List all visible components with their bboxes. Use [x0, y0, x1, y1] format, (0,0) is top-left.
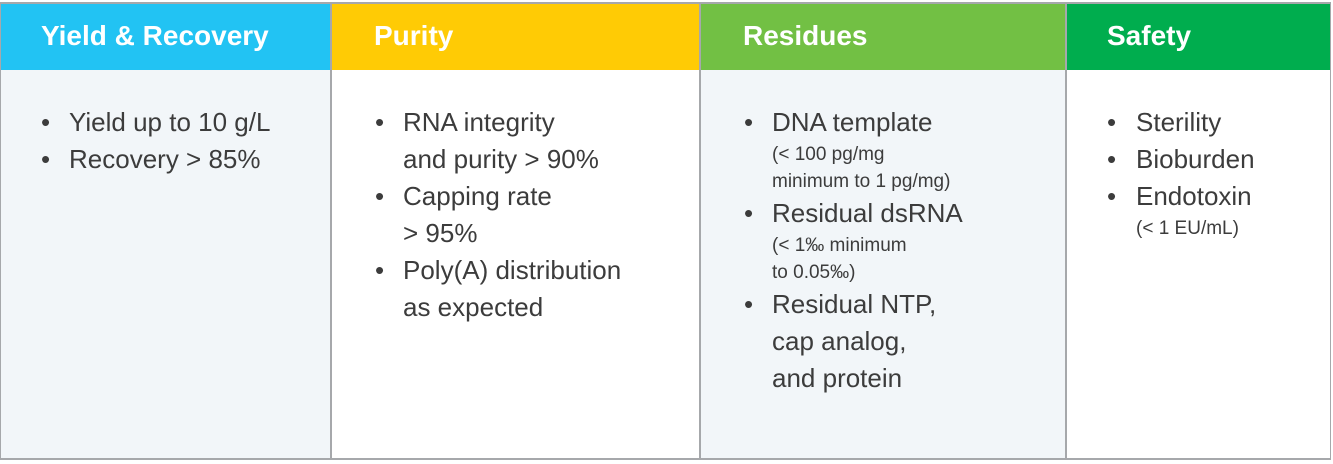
column-residues: Residues • DNA template (< 100 pg/mg minim…: [701, 4, 1067, 458]
list-item: • Poly(A) distribution as expected: [332, 252, 699, 326]
item-text: cap analog,: [772, 326, 907, 356]
list-item: • RNA integrity and purity > 90%: [332, 104, 699, 178]
bullet-icon: •: [1107, 181, 1117, 211]
column-safety: Safety • Sterility • Bioburden • Endotoxin (< …: [1067, 4, 1330, 458]
column-purity: Purity • RNA integrity and purity > 90% • Ca…: [332, 4, 701, 458]
list-item: • Endotoxin (< 1 EU/mL): [1067, 178, 1330, 242]
column-yield-recovery: Yield & Recovery • Yield up to 10 g/L • Rec…: [1, 4, 332, 458]
bullet-icon: •: [375, 255, 385, 285]
item-text: and protein: [772, 363, 903, 393]
item-text: Sterility: [1136, 107, 1222, 137]
item-text: DNA template: [772, 107, 933, 137]
list-item: • DNA template (< 100 pg/mg minimum to 1 p…: [701, 104, 1065, 195]
column-body: • DNA template (< 100 pg/mg minimum to 1 p…: [701, 70, 1065, 458]
item-detail: (< 100 pg/mg: [772, 144, 885, 165]
item-detail: (< 1 EU/mL): [1136, 218, 1239, 239]
item-text: Residual NTP,: [772, 289, 937, 319]
bullet-icon: •: [375, 181, 385, 211]
item-detail: to 0.05‰): [772, 262, 856, 283]
item-text: Recovery > 85%: [69, 144, 261, 174]
column-body: • RNA integrity and purity > 90% • Capping r…: [332, 70, 699, 458]
column-header: Purity: [332, 4, 699, 70]
column-header: Residues: [701, 4, 1065, 70]
item-detail: (< 1‰ minimum: [772, 235, 907, 256]
bullet-icon: •: [41, 107, 51, 137]
bullet-icon: •: [41, 144, 51, 174]
item-text: and purity > 90%: [403, 144, 599, 174]
item-text: Residual dsRNA: [772, 198, 963, 228]
item-text: Endotoxin: [1136, 181, 1252, 211]
item-detail: minimum to 1 pg/mg): [772, 171, 951, 192]
column-header: Yield & Recovery: [1, 4, 330, 70]
item-text: Yield up to 10 g/L: [69, 107, 271, 137]
list-item: • Capping rate > 95%: [332, 178, 699, 252]
column-body: • Yield up to 10 g/L • Recovery > 85%: [1, 70, 330, 458]
bullet-icon: •: [744, 107, 754, 137]
item-text: RNA integrity: [403, 107, 555, 137]
item-text: as expected: [403, 292, 544, 322]
bullet-icon: •: [744, 198, 754, 228]
list-item: • Residual dsRNA (< 1‰ minimum to 0.05‰): [701, 195, 1065, 286]
bullet-icon: •: [375, 107, 385, 137]
bullet-icon: •: [1107, 107, 1117, 137]
list-item: • Sterility: [1067, 104, 1330, 141]
item-text: > 95%: [403, 218, 478, 248]
item-text: Capping rate: [403, 181, 552, 211]
bullet-icon: •: [1107, 144, 1117, 174]
bullet-icon: •: [744, 289, 754, 319]
list-item: • Bioburden: [1067, 141, 1330, 178]
item-text: Poly(A) distribution: [403, 255, 622, 285]
list-item: • Residual NTP, cap analog, and protein: [701, 286, 1065, 397]
item-text: Bioburden: [1136, 144, 1255, 174]
column-header: Safety: [1067, 4, 1330, 70]
column-body: • Sterility • Bioburden • Endotoxin (< 1 EU/mL…: [1067, 70, 1330, 458]
list-item: • Recovery > 85%: [1, 141, 330, 178]
list-item: • Yield up to 10 g/L: [1, 104, 330, 141]
